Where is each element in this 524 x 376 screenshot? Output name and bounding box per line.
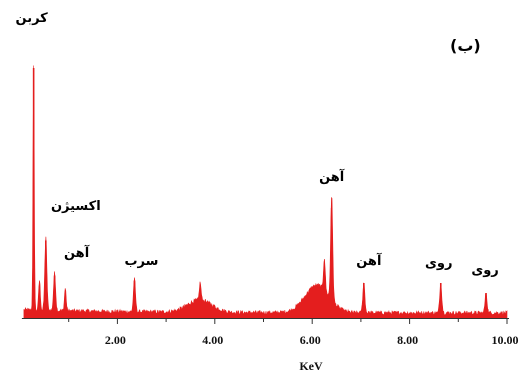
x-tick-label: 6.00 [300,333,321,347]
peak-label-4: سرب [124,254,158,269]
x-tick-label: 4.00 [202,333,223,347]
x-axis: 2.00 4.00 6.00 8.00 10.00 [21,318,519,347]
peak-label-8: روی [471,263,498,278]
peak-label-3: آهن [64,244,90,261]
peak-label-1: کربن [16,11,49,26]
x-tick-label: 2.00 [105,333,126,347]
peak-label-2: اکسیژن [51,199,101,214]
spectrum-series [23,65,508,319]
peak-label-7: روی [425,256,452,271]
peak-labels: کربن اکسیژن آهن سرب آهن آهن روی روی [16,11,499,278]
peak-label-6: آهن [356,252,382,269]
x-tick-label: 10.00 [492,333,519,347]
panel-label: (ب) [450,36,481,55]
plot-area [23,65,508,319]
peak-label-5: آهن [319,168,345,185]
x-tick-label: 8.00 [397,333,418,347]
x-axis-title: KeV [299,359,323,373]
